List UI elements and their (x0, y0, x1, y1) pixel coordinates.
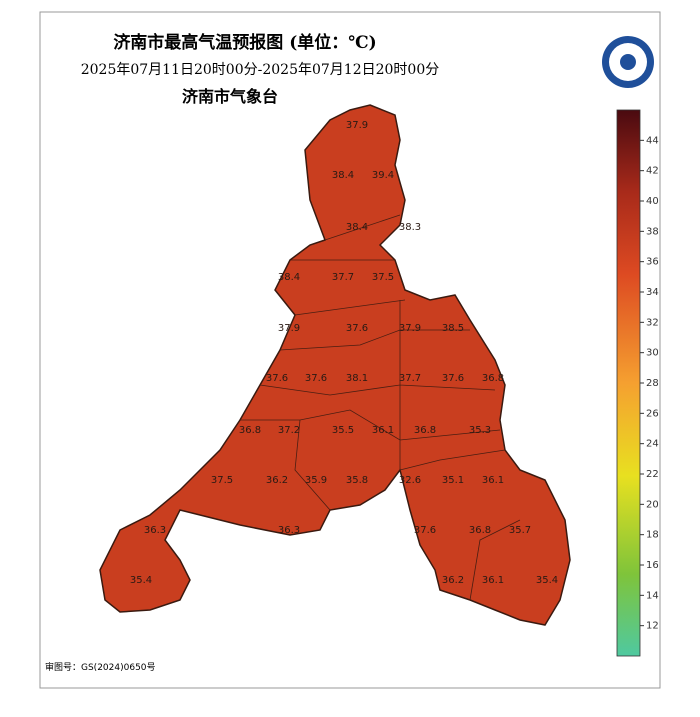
time-range: 2025年07月11日20时00分-2025年07月12日20时00分 (81, 62, 440, 78)
colorbar-tick-label: 26 (646, 408, 659, 419)
colorbar-tick-label: 42 (646, 166, 659, 177)
colorbar-tick-label: 14 (646, 590, 659, 601)
station-value: 37.6 (305, 373, 327, 384)
station-value: 37.7 (399, 373, 421, 384)
logo-center (620, 54, 636, 70)
footer: 审图号：GS(2024)0650号 (45, 661, 156, 673)
station-value: 35.8 (346, 475, 368, 486)
station-value: 35.1 (442, 475, 464, 486)
agency: 济南市气象台 (182, 87, 278, 106)
station-value: 35.4 (536, 575, 558, 586)
station-value: 35.3 (469, 425, 491, 436)
colorbar-tick-label: 36 (646, 257, 659, 268)
colorbar-tick-label: 24 (646, 439, 659, 450)
station-value: 36.2 (442, 575, 464, 586)
region (99, 104, 571, 626)
station-value: 35.9 (305, 475, 327, 486)
station-value: 38.4 (332, 170, 354, 181)
colorbar-tick-label: 40 (646, 196, 659, 207)
station-value: 36.8 (239, 425, 261, 436)
station-value: 36.2 (266, 475, 288, 486)
colorbar (616, 109, 641, 657)
station-value: 36.1 (482, 575, 504, 586)
colorbar-tick-label: 16 (646, 560, 659, 571)
station-value: 36.8 (414, 425, 436, 436)
station-value: 37.2 (278, 425, 300, 436)
station-value: 38.5 (442, 323, 464, 334)
station-value: 38.1 (346, 373, 368, 384)
district-borders (240, 214, 521, 601)
station-value: 35.5 (332, 425, 354, 436)
station-value: 36.1 (482, 475, 504, 486)
colorbar-tick-label: 18 (646, 530, 659, 541)
colorbar-tick-label: 12 (646, 621, 659, 632)
station-value: 35.7 (509, 525, 531, 536)
station-value: 36.8 (482, 373, 504, 384)
station-value: 38.3 (399, 222, 421, 233)
frame (39, 11, 661, 689)
title: 济南市最高气温预报图 (单位：℃) (113, 32, 376, 53)
station-value: 37.6 (442, 373, 464, 384)
station-value: 37.9 (346, 120, 368, 131)
station-value: 36.3 (278, 525, 300, 536)
station-value: 36.3 (144, 525, 166, 536)
station-value: 38.4 (346, 222, 368, 233)
colorbar-tick-label: 44 (646, 135, 659, 146)
colorbar-tick-label: 38 (646, 226, 659, 237)
station-value: 37.9 (278, 323, 300, 334)
colorbar-tick-label: 28 (646, 378, 659, 389)
colorbar-tick-label: 22 (646, 469, 659, 480)
station-value: 37.6 (266, 373, 288, 384)
station-value: 37.7 (332, 272, 354, 283)
colorbar-tick-label: 30 (646, 348, 659, 359)
station-value: 36.1 (372, 425, 394, 436)
station-value: 36.8 (469, 525, 491, 536)
station-value: 37.9 (399, 323, 421, 334)
station-value: 38.4 (278, 272, 300, 283)
colorbar-tick-label: 20 (646, 499, 659, 510)
station-value: 37.6 (414, 525, 436, 536)
colorbar-tick-label: 32 (646, 317, 659, 328)
station-value: 37.5 (211, 475, 233, 486)
station-value: 35.4 (130, 575, 152, 586)
colorbar-tick-label: 34 (646, 287, 659, 298)
station-value: 37.6 (346, 323, 368, 334)
station-value: 37.5 (372, 272, 394, 283)
station-value: 32.6 (399, 475, 421, 486)
station-value: 39.4 (372, 170, 394, 181)
